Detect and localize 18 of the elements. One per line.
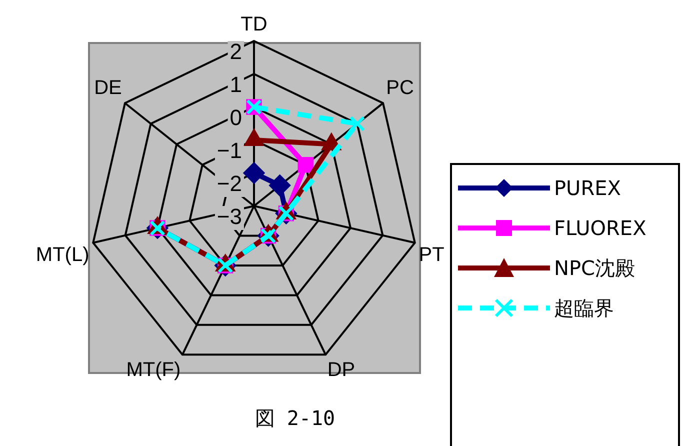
spoke-label: MT(L): [36, 244, 90, 266]
spoke-label: PC: [386, 77, 414, 100]
caption: 図 2-10: [254, 405, 336, 432]
spoke-label: DP: [327, 358, 356, 381]
spoke-label: MT(F): [126, 358, 181, 381]
spoke-label: DE: [94, 77, 122, 100]
y-tick-label: 0: [230, 105, 242, 130]
y-tick-label: 2: [230, 39, 242, 64]
legend-label: 超臨界: [554, 295, 615, 321]
y-tick-label: −2: [216, 171, 242, 196]
legend-label: FLUOREX: [554, 215, 648, 241]
spoke-label: TD: [240, 14, 268, 36]
y-tick-label: −3: [216, 204, 242, 230]
y-tick-label: −1: [216, 138, 242, 164]
legend-label: NPC沈殿: [554, 255, 636, 281]
spoke-label: PT: [418, 244, 444, 266]
y-tick-label: 1: [230, 72, 242, 98]
legend-label: PUREX: [554, 175, 622, 201]
